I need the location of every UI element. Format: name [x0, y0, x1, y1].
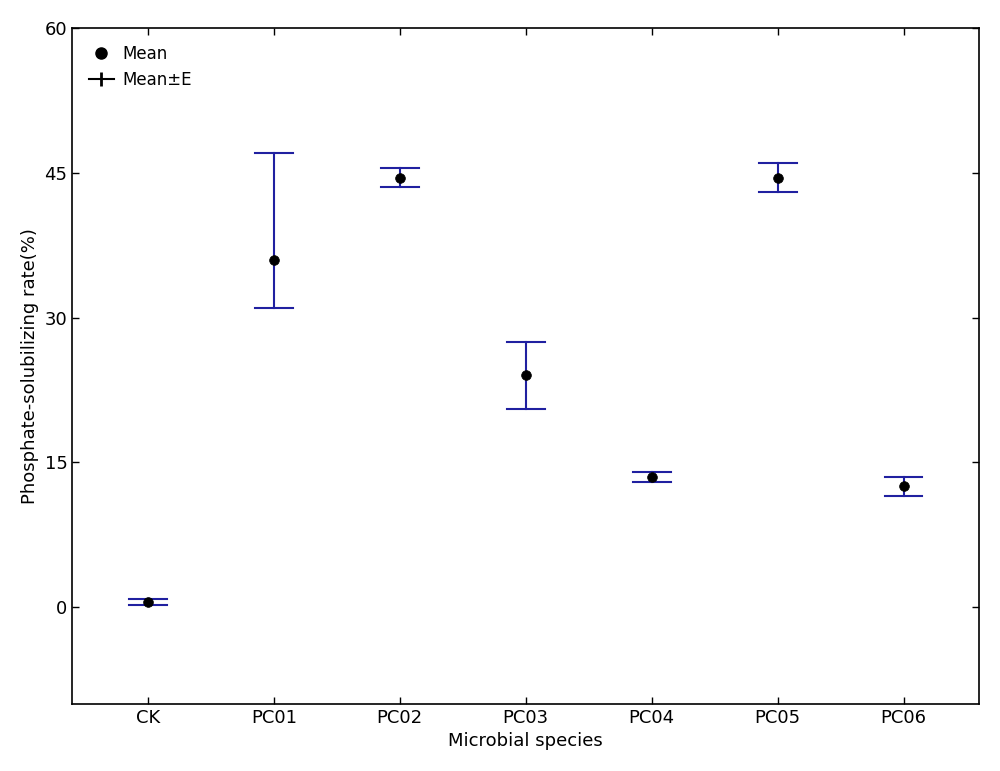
Y-axis label: Phosphate-solubilizing rate(%): Phosphate-solubilizing rate(%) — [21, 228, 39, 503]
Legend: Mean, Mean±E: Mean, Mean±E — [81, 36, 200, 97]
X-axis label: Microbial species: Microbial species — [448, 732, 603, 750]
